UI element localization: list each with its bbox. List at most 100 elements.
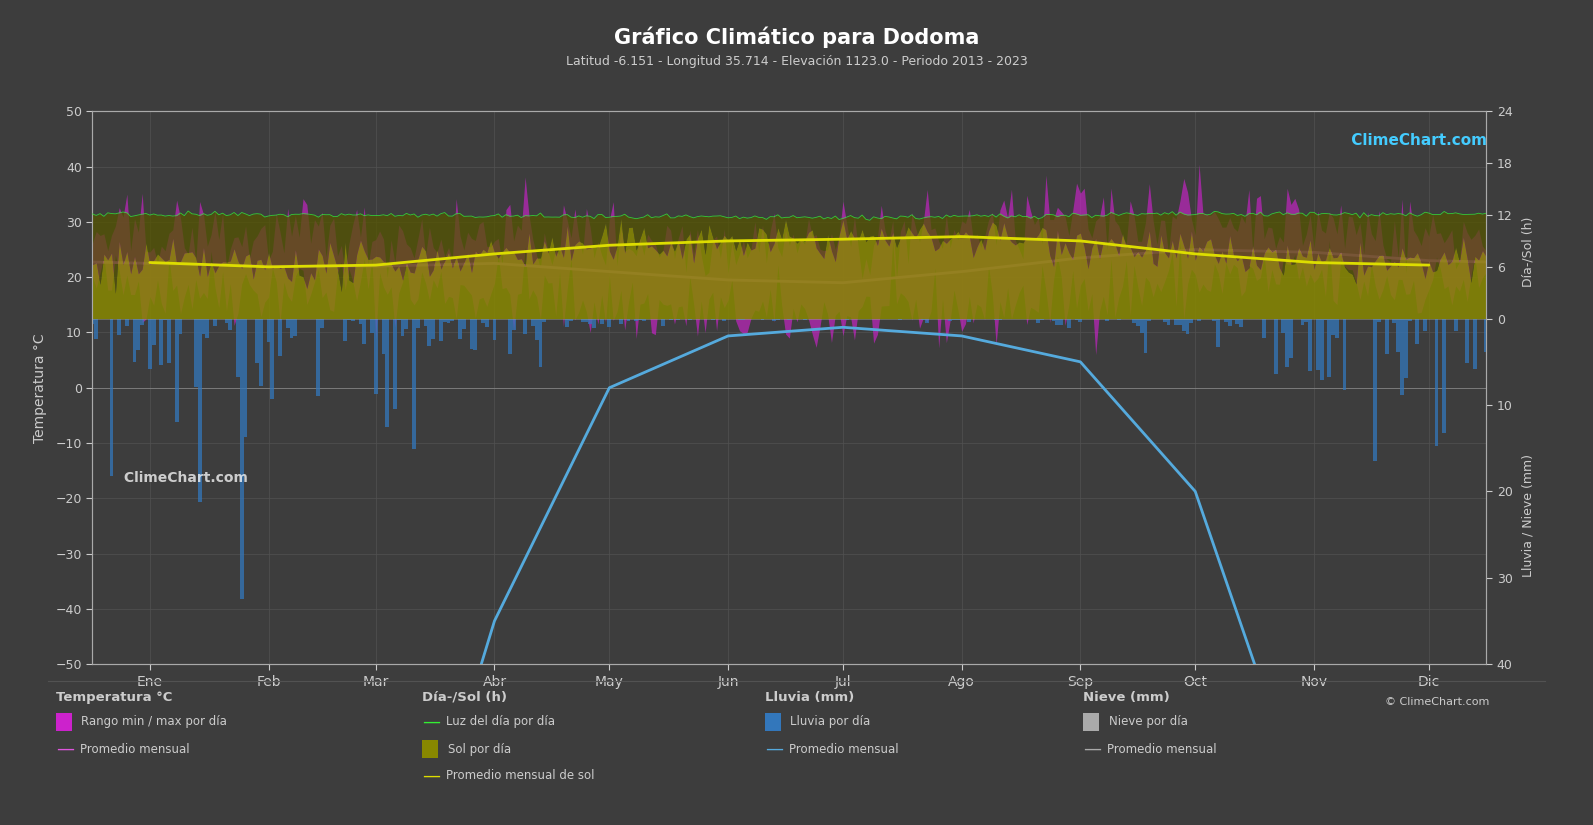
Bar	[538, 318, 542, 367]
Text: ClimeChart.com: ClimeChart.com	[119, 472, 249, 485]
Text: © ClimeChart.com: © ClimeChart.com	[1384, 697, 1489, 707]
Bar	[593, 318, 596, 328]
Bar	[1223, 318, 1228, 323]
Bar	[844, 318, 849, 320]
Bar	[956, 318, 959, 319]
Bar	[132, 318, 137, 362]
Bar	[381, 318, 386, 355]
Bar	[1397, 318, 1400, 352]
Text: Latitud -6.151 - Longitud 35.714 - Elevación 1123.0 - Periodo 2013 - 2023: Latitud -6.151 - Longitud 35.714 - Eleva…	[566, 55, 1027, 68]
Bar	[470, 318, 473, 349]
Bar	[432, 318, 435, 339]
Text: Lluvia (mm): Lluvia (mm)	[765, 691, 854, 704]
Bar	[446, 318, 451, 323]
Bar	[350, 318, 355, 321]
Bar	[710, 318, 715, 320]
Bar	[241, 318, 244, 599]
Bar	[202, 318, 205, 333]
Bar	[1177, 318, 1182, 325]
Bar	[1078, 318, 1082, 322]
Bar	[999, 318, 1002, 320]
Bar	[473, 318, 478, 350]
Bar	[91, 318, 94, 324]
Bar	[1400, 318, 1403, 395]
Bar	[1289, 318, 1294, 358]
Bar	[397, 318, 401, 320]
Bar	[688, 318, 691, 320]
Bar	[803, 318, 806, 320]
Text: Luz del día por día: Luz del día por día	[446, 715, 554, 728]
Bar	[362, 318, 366, 343]
Bar	[787, 318, 792, 320]
Bar	[607, 318, 612, 327]
Bar	[953, 318, 956, 320]
Text: Temperatura °C: Temperatura °C	[56, 691, 172, 704]
Bar	[588, 318, 593, 324]
Bar	[738, 318, 741, 319]
Bar	[773, 318, 776, 321]
Bar	[1212, 318, 1217, 321]
Bar	[140, 318, 143, 326]
Bar	[110, 318, 113, 476]
Bar	[1403, 318, 1408, 378]
Bar	[1485, 318, 1488, 352]
Bar	[1174, 318, 1177, 325]
Bar	[1442, 318, 1446, 433]
Bar	[124, 318, 129, 326]
Text: Lluvia por día: Lluvia por día	[790, 715, 870, 728]
Bar	[427, 318, 432, 346]
Bar	[1474, 318, 1477, 369]
Bar	[1228, 318, 1231, 326]
Bar	[347, 318, 350, 320]
Bar	[443, 318, 446, 322]
Bar	[1185, 318, 1190, 333]
Bar	[1190, 318, 1193, 323]
Text: ClimeChart.com: ClimeChart.com	[1346, 133, 1488, 148]
Bar	[1133, 318, 1136, 323]
Bar	[198, 318, 202, 502]
Bar	[677, 318, 680, 320]
Bar	[967, 318, 972, 322]
Bar	[1056, 318, 1059, 325]
Bar	[244, 318, 247, 437]
Bar	[205, 318, 209, 338]
Bar	[1286, 318, 1289, 366]
Text: Día-/Sol (h): Día-/Sol (h)	[422, 691, 507, 704]
Bar	[424, 318, 427, 326]
Text: Lluvia / Nieve (mm): Lluvia / Nieve (mm)	[1521, 454, 1536, 578]
Bar	[1239, 318, 1243, 327]
Bar	[1373, 318, 1376, 461]
Bar	[1236, 318, 1239, 323]
Bar	[1392, 318, 1397, 323]
Bar	[225, 318, 228, 323]
Bar	[285, 318, 290, 328]
Bar	[481, 318, 484, 323]
Bar	[370, 318, 374, 332]
Bar	[94, 318, 99, 339]
Bar	[1319, 318, 1324, 380]
Bar	[151, 318, 156, 345]
Bar	[1037, 318, 1040, 323]
Text: Promedio mensual: Promedio mensual	[1107, 742, 1217, 756]
Bar	[921, 318, 926, 320]
Bar	[585, 318, 588, 322]
Bar	[459, 318, 462, 339]
Bar	[1136, 318, 1139, 327]
Bar	[722, 318, 726, 322]
Bar	[159, 318, 162, 365]
Bar	[1262, 318, 1266, 338]
Bar	[508, 318, 511, 354]
Bar	[162, 318, 167, 320]
Bar	[1408, 318, 1411, 321]
Bar	[393, 318, 397, 409]
Text: Sol por día: Sol por día	[448, 742, 511, 756]
Bar	[1040, 318, 1043, 320]
Bar	[137, 318, 140, 350]
Bar	[1281, 318, 1286, 333]
Bar	[293, 318, 298, 337]
Text: Promedio mensual: Promedio mensual	[80, 742, 190, 756]
Text: —: —	[422, 713, 440, 731]
Bar	[569, 318, 573, 321]
Bar	[374, 318, 378, 394]
Bar	[530, 318, 535, 326]
